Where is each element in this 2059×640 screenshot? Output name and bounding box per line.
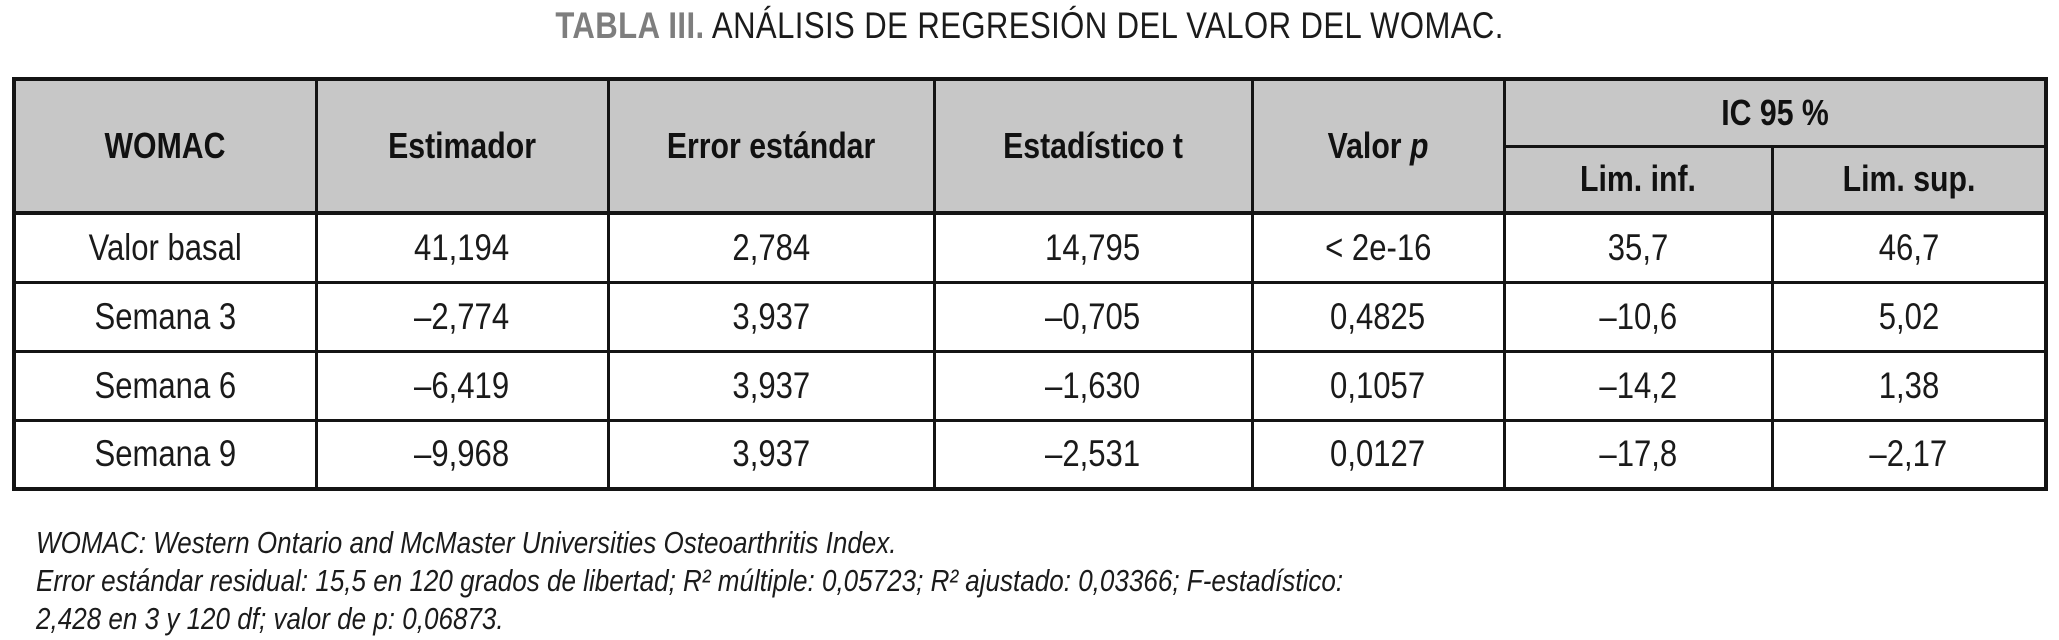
regression-table: WOMAC Estimador Error estándar Estadísti…	[12, 77, 2048, 491]
cell-valor-p: 0,1057	[1250, 349, 1506, 422]
cell-value: –17,8	[1599, 433, 1677, 475]
cell-value: –2,774	[414, 295, 510, 337]
cell-value: –2,17	[1869, 433, 1948, 475]
cell-value: Valor basal	[88, 226, 242, 268]
cell-value: Semana 6	[94, 364, 237, 406]
cell-value: –6,419	[414, 364, 510, 406]
p-italic-label: p	[1409, 125, 1429, 166]
cell-value: 0,4825	[1330, 295, 1426, 337]
cell-value: –14,2	[1599, 364, 1677, 406]
cell-valor-p: 0,0127	[1250, 418, 1506, 491]
column-header-estimador-label: Estimador	[388, 125, 536, 166]
cell-value: 46,7	[1878, 226, 1939, 268]
cell-womac: Semana 3	[12, 280, 318, 353]
cell-value: –9,968	[414, 433, 510, 475]
column-header-error-estandar: Error estándar	[606, 77, 936, 215]
table-row-semana-9: Semana 9 –9,968 3,937 –2,531 0,0127 –17,…	[12, 418, 2048, 491]
cell-estimador: 41,194	[314, 211, 610, 284]
page-title: TABLA III. ANÁLISIS DE REGRESIÓN DEL VAL…	[0, 5, 2059, 47]
cell-value: 3,937	[732, 295, 810, 337]
table-row-semana-6: Semana 6 –6,419 3,937 –1,630 0,1057 –14,…	[12, 349, 2048, 422]
cell-value: 41,194	[414, 226, 510, 268]
column-header-valor-p: Valor p	[1250, 77, 1506, 215]
cell-value: 3,937	[732, 433, 810, 475]
cell-valor-p: 0,4825	[1250, 280, 1506, 353]
cell-womac: Semana 6	[12, 349, 318, 422]
cell-value: 2,784	[732, 226, 810, 268]
cell-value: Semana 3	[94, 295, 237, 337]
table-header: WOMAC Estimador Error estándar Estadísti…	[12, 77, 2048, 215]
cell-error-estandar: 3,937	[606, 349, 936, 422]
cell-value: 35,7	[1607, 226, 1669, 268]
cell-value: 0,1057	[1330, 364, 1426, 406]
table-footnotes: WOMAC: Western Ontario and McMaster Univ…	[36, 524, 1592, 638]
column-header-estadistico-t: Estadístico t	[932, 77, 1254, 215]
cell-lim-sup: 1,38	[1770, 349, 2048, 422]
table-row-valor-basal: Valor basal 41,194 2,784 14,795 < 2e-16 …	[12, 211, 2048, 284]
column-header-lim-inf: Lim. inf.	[1502, 144, 1774, 215]
table-number-label: TABLA III.	[555, 5, 705, 46]
cell-estadistico-t: –1,630	[932, 349, 1254, 422]
table-body: Valor basal 41,194 2,784 14,795 < 2e-16 …	[12, 211, 2048, 491]
cell-error-estandar: 3,937	[606, 418, 936, 491]
column-header-lim-sup: Lim. sup.	[1770, 144, 2048, 215]
cell-lim-sup: 46,7	[1770, 211, 2048, 284]
cell-estimador: –6,419	[314, 349, 610, 422]
column-header-estadistico-t-label: Estadístico t	[1003, 125, 1183, 166]
cell-womac: Semana 9	[12, 418, 318, 491]
cell-lim-inf: 35,7	[1502, 211, 1774, 284]
cell-value: < 2e-16	[1324, 226, 1432, 268]
column-header-ic95-label: IC 95 %	[1720, 91, 1829, 133]
cell-value: –1,630	[1045, 364, 1141, 406]
cell-womac: Valor basal	[12, 211, 318, 284]
cell-error-estandar: 2,784	[606, 211, 936, 284]
cell-value: –10,6	[1599, 295, 1677, 337]
table-title-text: ANÁLISIS DE REGRESIÓN DEL VALOR DEL WOMA…	[711, 5, 1504, 46]
cell-lim-inf: –14,2	[1502, 349, 1774, 422]
valor-label: Valor	[1327, 125, 1410, 166]
cell-lim-sup: –2,17	[1770, 418, 2048, 491]
cell-estimador: –2,774	[314, 280, 610, 353]
cell-value: 14,795	[1045, 226, 1141, 268]
cell-estimador: –9,968	[314, 418, 610, 491]
cell-value: 1,38	[1878, 364, 1939, 406]
cell-lim-inf: –17,8	[1502, 418, 1774, 491]
cell-value: 5,02	[1878, 295, 1939, 337]
header-row-2: Lim. inf. Lim. sup.	[14, 144, 2048, 215]
column-header-womac: WOMAC	[12, 77, 318, 215]
column-header-lim-sup-label: Lim. sup.	[1842, 158, 1976, 200]
cell-estadistico-t: –2,531	[932, 418, 1254, 491]
cell-value: 3,937	[732, 364, 810, 406]
column-header-ic95: IC 95 %	[1502, 77, 2048, 148]
header-row-1: WOMAC Estimador Error estándar Estadísti…	[12, 77, 2048, 215]
column-header-womac-label: WOMAC	[104, 125, 226, 166]
column-header-estimador: Estimador	[314, 77, 610, 215]
cell-lim-inf: –10,6	[1502, 280, 1774, 353]
footnote-model-stats-line1: Error estándar residual: 15,5 en 120 gra…	[36, 563, 1344, 598]
cell-estadistico-t: –0,705	[932, 280, 1254, 353]
cell-value: –0,705	[1045, 295, 1141, 337]
table-caption: TABLA III. ANÁLISIS DE REGRESIÓN DEL VAL…	[555, 5, 1504, 47]
cell-error-estandar: 3,937	[606, 280, 936, 353]
footnote-womac-definition: WOMAC: Western Ontario and McMaster Univ…	[36, 525, 897, 560]
cell-valor-p: < 2e-16	[1250, 211, 1506, 284]
cell-estadistico-t: 14,795	[932, 211, 1254, 284]
cell-lim-sup: 5,02	[1770, 280, 2048, 353]
cell-value: 0,0127	[1330, 433, 1426, 475]
cell-value: Semana 9	[94, 433, 237, 475]
cell-value: –2,531	[1045, 433, 1141, 475]
table-row-semana-3: Semana 3 –2,774 3,937 –0,705 0,4825 –10,…	[12, 280, 2048, 353]
footnote-model-stats-line2: 2,428 en 3 y 120 df; valor de p: 0,06873…	[36, 601, 504, 636]
column-header-error-estandar-label: Error estándar	[666, 125, 876, 166]
column-header-valor-p-label: Valor p	[1328, 125, 1429, 167]
column-header-lim-inf-label: Lim. inf.	[1580, 158, 1696, 200]
